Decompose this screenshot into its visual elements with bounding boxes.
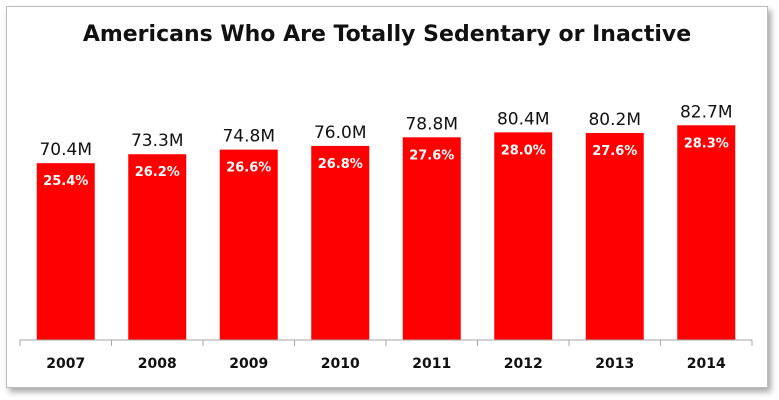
x-tick-label-2011: 2011 <box>412 356 451 372</box>
percent-label-2014: 28.3% <box>684 136 729 151</box>
bar-2009 <box>219 149 278 340</box>
percent-label-2012: 28.0% <box>501 143 546 158</box>
value-label-2008: 73.3M <box>131 131 184 151</box>
value-label-2011: 78.8M <box>405 114 458 134</box>
bars-group <box>36 125 736 340</box>
x-tick-label-2007: 2007 <box>46 356 85 372</box>
x-tick-label-2008: 2008 <box>138 356 177 372</box>
bar-2008 <box>128 154 187 340</box>
bar-2007 <box>36 163 95 340</box>
value-label-2010: 76.0M <box>314 123 367 143</box>
value-label-2009: 74.8M <box>222 127 275 147</box>
x-tick-label-2010: 2010 <box>321 356 360 372</box>
x-tick-label-2012: 2012 <box>504 356 543 372</box>
x-tick-label-2014: 2014 <box>687 356 726 372</box>
x-axis <box>19 339 753 346</box>
percent-label-2009: 26.6% <box>226 161 271 176</box>
bar-2011 <box>402 137 461 340</box>
value-label-2012: 80.4M <box>497 109 550 129</box>
bar-2010 <box>311 145 370 340</box>
x-tick-label-2013: 2013 <box>595 356 634 372</box>
percent-label-2008: 26.2% <box>135 165 180 180</box>
bar-2012 <box>494 132 553 340</box>
percent-label-2007: 25.4% <box>43 174 88 189</box>
bar-2013 <box>585 132 644 340</box>
percent-label-2011: 27.6% <box>409 148 454 163</box>
bar-2014 <box>677 125 736 340</box>
x-tick-label-2009: 2009 <box>229 356 268 372</box>
percent-label-2010: 26.8% <box>318 157 363 172</box>
percent-label-2013: 27.6% <box>592 144 637 159</box>
value-label-2014: 82.7M <box>680 102 733 122</box>
labels-group: 70.4M 25.4% 2007 73.3M 26.2% 2008 74.8M 26.6% 20… <box>39 102 732 372</box>
value-label-2007: 70.4M <box>39 140 92 160</box>
value-label-2013: 80.2M <box>588 110 641 130</box>
chart-title: Americans Who Are Totally Sedentary or I… <box>82 22 692 47</box>
